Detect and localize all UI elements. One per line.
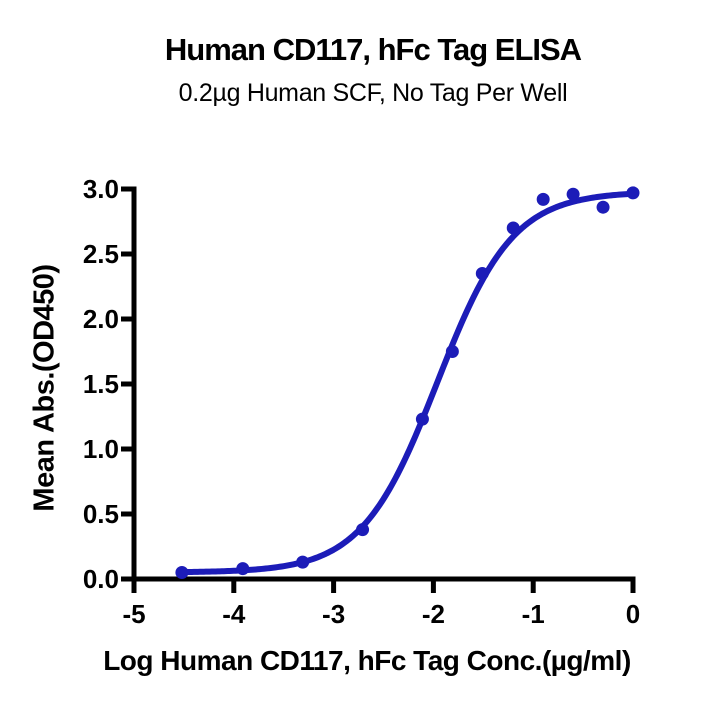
data-point xyxy=(536,192,550,206)
data-point xyxy=(356,523,370,537)
data-point xyxy=(506,221,520,235)
y-tick-label: 0.5 xyxy=(83,499,119,529)
fit-curve xyxy=(178,190,636,576)
x-tick-label: -3 xyxy=(322,599,345,629)
chart-subtitle: 0.2µg Human SCF, No Tag Per Well xyxy=(178,79,568,107)
y-tick-label: 2.0 xyxy=(83,304,119,334)
axis-lines xyxy=(131,186,636,582)
y-tick-label: 1.5 xyxy=(83,369,119,399)
y-tick-label: 3.0 xyxy=(83,174,119,204)
data-point xyxy=(236,562,250,576)
chart-title: Human CD117, hFc Tag ELISA xyxy=(164,32,582,67)
x-tick-label: -1 xyxy=(522,599,545,629)
y-tick-label: 2.5 xyxy=(83,239,119,269)
data-point xyxy=(445,345,459,358)
x-tick-label: -2 xyxy=(422,599,445,629)
x-tick-label: 0 xyxy=(626,599,640,629)
y-tick-label: 1.0 xyxy=(83,434,119,464)
data-point xyxy=(475,267,489,280)
data-point xyxy=(626,186,640,200)
data-point xyxy=(415,412,429,426)
data-point xyxy=(566,187,580,201)
y-tick-label: 0.0 xyxy=(83,564,119,594)
x-tick-label: -4 xyxy=(222,599,246,629)
x-axis-label: Log Human CD117, hFc Tag Conc.(µg/ml) xyxy=(103,645,631,676)
data-point xyxy=(175,566,189,579)
data-point xyxy=(296,555,310,569)
data-point xyxy=(596,200,610,214)
x-tick-label: -5 xyxy=(122,599,145,629)
